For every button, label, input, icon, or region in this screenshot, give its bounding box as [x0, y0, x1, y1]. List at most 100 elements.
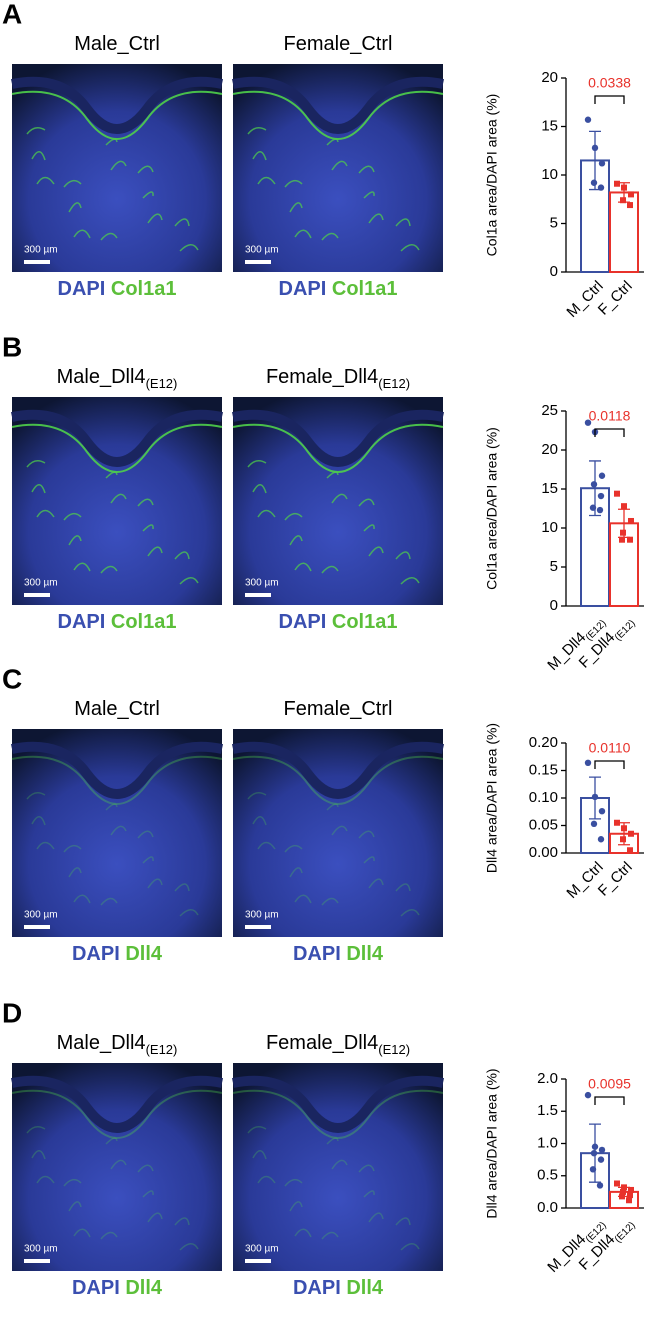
- trabecula: [395, 883, 411, 892]
- trabecula: [137, 1164, 154, 1173]
- stain-dapi: DAPI: [293, 1277, 341, 1299]
- trabecula: [400, 244, 420, 252]
- trabecula: [326, 138, 339, 146]
- scale-bar: [245, 1259, 271, 1263]
- micrograph: [12, 1063, 222, 1271]
- category-name: F_Ctrl: [595, 859, 636, 900]
- y-tick-label: 25: [541, 402, 558, 419]
- scale-label: 300 µm: [245, 578, 279, 589]
- trabecula: [105, 803, 118, 811]
- growth-plate: [232, 409, 444, 467]
- trabecula: [395, 1217, 411, 1226]
- scale-label: 300 µm: [24, 578, 58, 589]
- y-tick-label: 15: [541, 117, 558, 134]
- trabecula: [358, 830, 375, 839]
- y-tick-label: 0.15: [529, 761, 558, 778]
- trabecula: [147, 213, 163, 224]
- trabecula: [100, 565, 118, 574]
- scale-bar: [24, 1259, 50, 1263]
- data-point: [628, 191, 634, 198]
- stain-marker: Dll4: [346, 943, 384, 965]
- data-point: [591, 144, 599, 152]
- trabecula: [284, 179, 303, 188]
- scale-bar: [245, 593, 271, 597]
- trabecula: [294, 562, 312, 572]
- y-tick-label: 0.20: [529, 734, 558, 751]
- category-sub: (E12): [612, 1220, 637, 1245]
- y-tick-label: 1.0: [537, 1134, 558, 1151]
- trabecula: [179, 1243, 199, 1251]
- trabecula: [400, 577, 420, 585]
- data-point: [621, 184, 627, 191]
- trabecula: [73, 229, 91, 239]
- image-title-sub: (E12): [146, 1042, 178, 1057]
- data-point: [589, 504, 597, 511]
- panel-letter: D: [2, 997, 22, 1028]
- trabecula: [36, 176, 55, 185]
- trabecula: [174, 551, 190, 560]
- y-tick-label: 0: [550, 263, 558, 280]
- trabecula: [247, 792, 267, 800]
- trabecula: [358, 498, 375, 507]
- trabecula: [110, 1159, 127, 1170]
- trabecula: [36, 841, 55, 850]
- growth-plate-edge: [11, 1089, 223, 1139]
- scale-label: 300 µm: [24, 910, 58, 921]
- trabecula: [147, 546, 163, 557]
- data-point: [591, 1143, 599, 1150]
- data-point: [598, 160, 606, 167]
- bar: [609, 191, 639, 274]
- trabecula: [100, 1231, 118, 1240]
- trabecula: [247, 127, 267, 135]
- category-name: M_Ctrl: [563, 859, 606, 902]
- growth-plate: [11, 741, 223, 799]
- image-title-main: Male_Dll4: [57, 366, 146, 388]
- stain-label: DAPI Col1a1: [58, 278, 177, 300]
- trabecula: [105, 1137, 118, 1145]
- significance-bracket: [594, 760, 625, 769]
- trabecula: [63, 179, 82, 188]
- stain-marker: Col1a1: [111, 278, 177, 300]
- trabecula: [26, 127, 46, 135]
- trabecula: [331, 160, 348, 171]
- trabecula: [36, 509, 55, 518]
- category-name: F_Ctrl: [595, 278, 636, 319]
- trabecula: [363, 856, 375, 864]
- y-tick-label: 5: [550, 214, 558, 231]
- stain-dapi: DAPI: [279, 278, 327, 300]
- trabecula: [100, 897, 118, 906]
- image-title: Female_Ctrl: [284, 698, 393, 720]
- data-point: [620, 197, 626, 204]
- image-title: Male_Dll4(E12): [57, 366, 178, 391]
- trabecula: [400, 1243, 420, 1251]
- scale-bar: [245, 260, 271, 264]
- scale-bar: [24, 260, 50, 264]
- stain-dapi: DAPI: [72, 943, 120, 965]
- growth-plate: [11, 76, 223, 134]
- trabecula: [26, 1126, 46, 1134]
- growth-plate: [232, 741, 444, 799]
- data-point: [614, 1180, 620, 1187]
- panel-letter: B: [2, 331, 22, 362]
- growth-plate-edge: [232, 1089, 444, 1139]
- y-axis-label: Col1a area/DAPI area (%): [484, 427, 500, 590]
- micrograph: [12, 64, 222, 272]
- data-point: [621, 1184, 627, 1191]
- data-point: [614, 819, 620, 826]
- image-title-main: Female_Dll4: [266, 366, 378, 388]
- y-tick-label: 15: [541, 480, 558, 497]
- stain-label: DAPI Dll4: [293, 1277, 384, 1299]
- p-value: 0.0118: [589, 408, 631, 424]
- data-point: [596, 506, 604, 514]
- significance-bracket: [594, 428, 625, 437]
- scale-label: 300 µm: [245, 245, 279, 256]
- trabecula: [368, 878, 384, 889]
- trabecula: [174, 883, 190, 892]
- growth-plate-edge: [11, 90, 223, 140]
- trabecula: [73, 894, 91, 904]
- trabecula: [174, 1217, 190, 1226]
- trabecula: [137, 498, 154, 507]
- scale-label: 300 µm: [245, 910, 279, 921]
- trabecula: [31, 151, 46, 161]
- stain-marker: Col1a1: [111, 611, 177, 633]
